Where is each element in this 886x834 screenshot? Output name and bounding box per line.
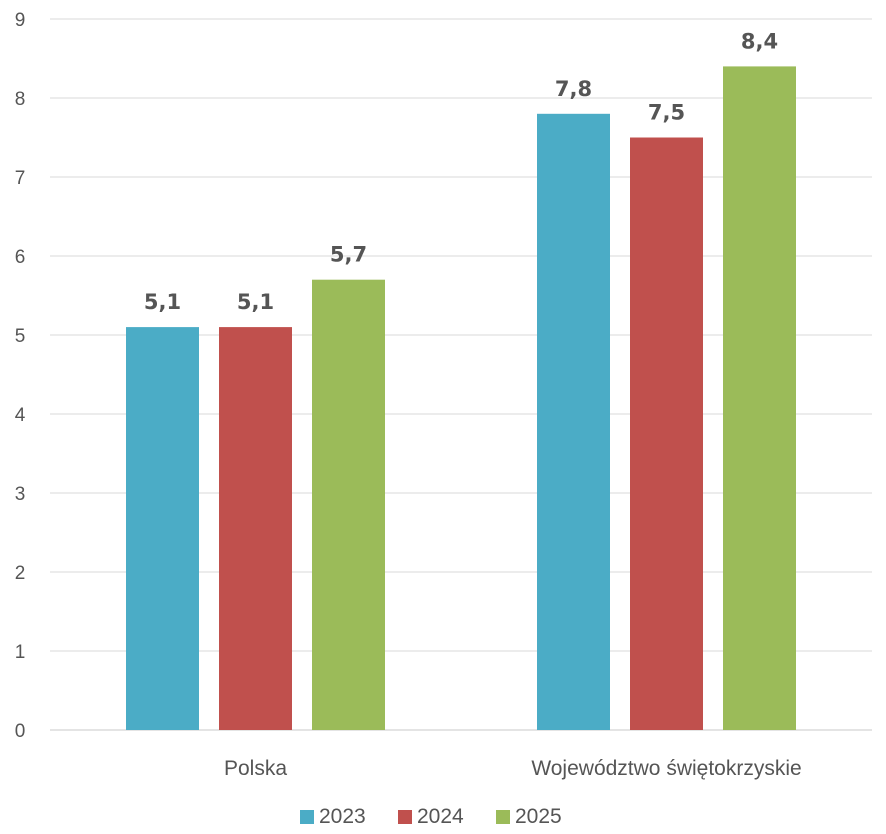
bars (126, 66, 796, 731)
bar-2025 (723, 66, 796, 730)
legend-swatch-2025 (496, 810, 510, 824)
y-tick-label: 4 (15, 405, 26, 426)
legend-label: 2023 (319, 805, 366, 828)
data-label: 8,4 (741, 29, 778, 53)
y-tick-label: 7 (15, 168, 26, 189)
legend-swatch-2023 (300, 810, 314, 824)
bar-2024 (219, 327, 292, 730)
x-category-label: Województwo świętokrzyskie (531, 757, 801, 780)
y-tick-label: 5 (15, 326, 26, 347)
y-tick-label: 8 (15, 89, 26, 110)
y-tick-label: 9 (15, 10, 26, 31)
data-label: 5,7 (330, 243, 367, 267)
legend-label: 2025 (515, 805, 562, 828)
bar-2025 (312, 279, 385, 730)
y-tick-label: 1 (15, 642, 26, 663)
legend: 2023 2024 2025 (300, 805, 562, 828)
x-axis: Polska Województwo świętokrzyskie (224, 757, 802, 780)
x-category-label: Polska (224, 757, 287, 780)
data-label: 7,5 (648, 101, 685, 125)
y-tick-label: 6 (15, 247, 26, 268)
y-axis: 0 1 2 3 4 5 6 7 8 9 (15, 10, 26, 742)
bar-2023 (126, 327, 199, 730)
y-tick-label: 0 (15, 721, 26, 742)
bar-2024 (630, 137, 703, 730)
y-tick-label: 3 (15, 484, 26, 505)
bar-2023 (537, 113, 610, 731)
data-label: 5,1 (237, 290, 274, 314)
data-label: 7,8 (555, 77, 592, 101)
legend-swatch-2024 (398, 810, 412, 824)
data-labels: 5,1 5,1 5,7 7,8 7,5 8,4 (144, 29, 778, 314)
legend-label: 2024 (417, 805, 464, 828)
y-tick-label: 2 (15, 563, 26, 584)
data-label: 5,1 (144, 290, 181, 314)
